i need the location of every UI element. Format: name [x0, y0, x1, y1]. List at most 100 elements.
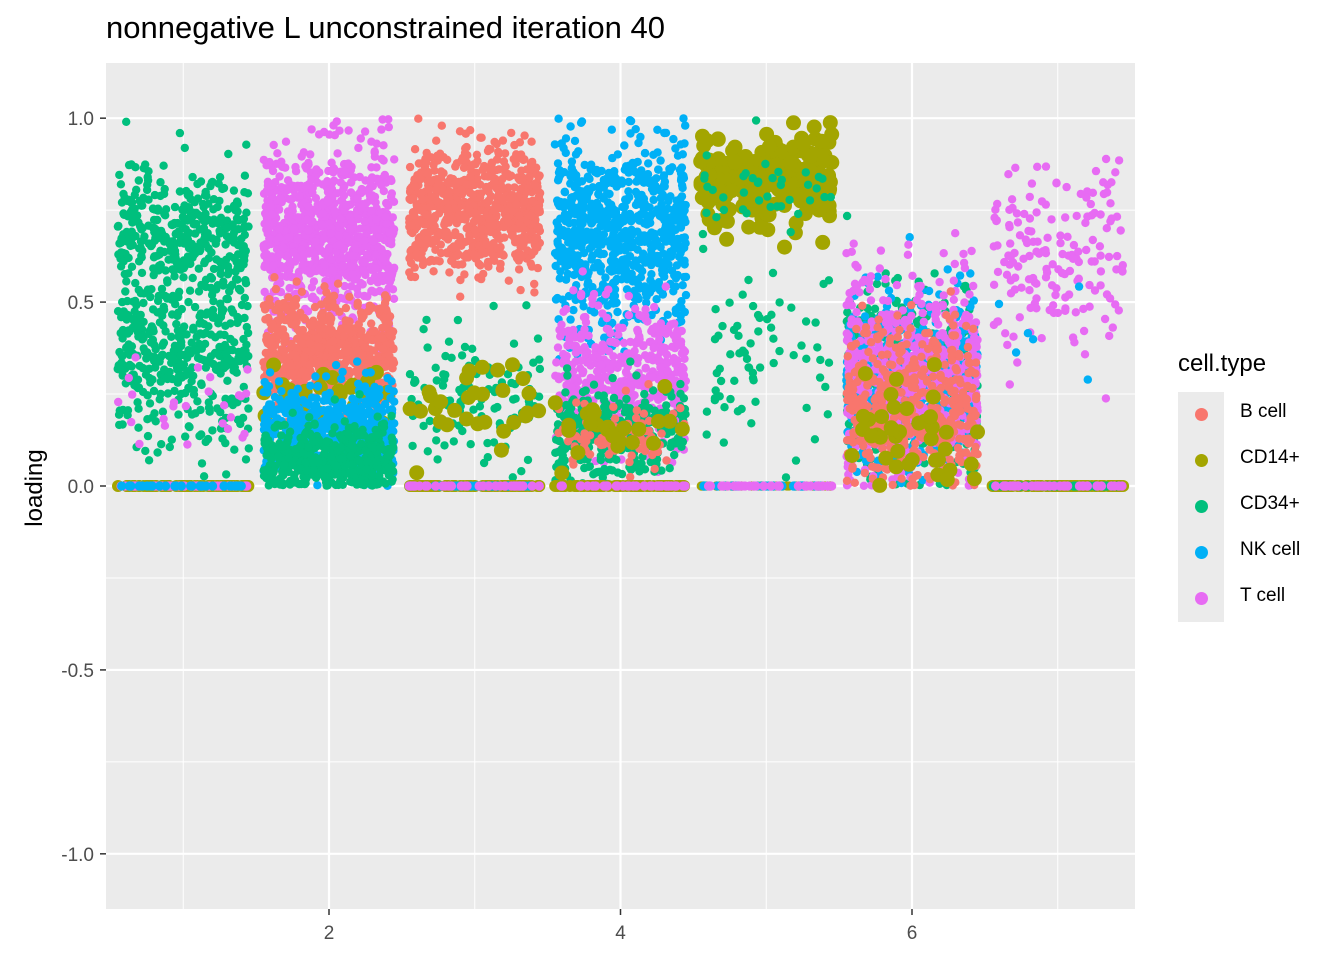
data-point — [142, 185, 152, 195]
data-point — [304, 226, 313, 235]
data-point — [223, 262, 233, 271]
data-point — [405, 162, 415, 172]
data-point — [322, 481, 331, 490]
data-point — [681, 121, 690, 130]
data-point — [169, 398, 179, 407]
data-point — [238, 413, 248, 423]
data-point — [113, 364, 122, 374]
data-point — [534, 192, 544, 201]
data-point — [333, 149, 342, 158]
data-point — [281, 303, 290, 312]
data-point — [176, 351, 185, 360]
data-point — [163, 276, 172, 285]
data-point — [577, 117, 587, 126]
data-point — [177, 220, 186, 229]
data-point — [123, 411, 132, 420]
data-point — [338, 367, 347, 377]
data-point — [407, 221, 416, 230]
data-point — [292, 277, 301, 286]
data-point — [437, 167, 446, 176]
data-point — [512, 200, 521, 209]
data-point — [118, 420, 127, 429]
data-point — [281, 137, 291, 146]
data-point — [271, 284, 281, 294]
data-point — [533, 243, 542, 252]
data-point — [206, 373, 215, 382]
data-point — [156, 377, 165, 386]
data-point — [160, 421, 170, 430]
data-point — [289, 224, 299, 234]
data-point — [199, 472, 209, 481]
data-point — [526, 259, 535, 268]
data-point — [417, 217, 426, 226]
data-point — [514, 265, 524, 274]
data-point — [141, 446, 150, 456]
data-point — [232, 214, 242, 223]
data-point — [423, 169, 433, 179]
data-point — [530, 279, 539, 289]
data-point — [322, 472, 331, 482]
data-point — [454, 260, 463, 269]
data-point — [334, 231, 344, 240]
data-point — [350, 335, 359, 345]
data-point — [321, 372, 331, 381]
data-point — [526, 211, 536, 220]
data-point — [309, 249, 318, 258]
data-point — [197, 430, 206, 439]
data-point — [307, 283, 317, 292]
data-point — [313, 333, 323, 343]
data-point — [151, 417, 160, 426]
data-point — [419, 325, 428, 334]
data-point — [223, 270, 233, 279]
data-point — [518, 236, 528, 245]
data-point — [298, 396, 307, 405]
data-point — [384, 115, 393, 124]
data-point — [647, 270, 656, 279]
data-point — [141, 160, 150, 169]
data-point — [507, 231, 517, 240]
data-point — [170, 218, 179, 228]
data-point — [305, 413, 314, 422]
data-point — [452, 159, 462, 168]
data-point — [133, 398, 142, 407]
data-point — [143, 415, 152, 424]
data-point — [293, 213, 302, 222]
data-point — [441, 351, 450, 361]
data-point — [302, 474, 311, 483]
data-point — [520, 197, 529, 206]
data-point — [496, 259, 505, 269]
data-points — [112, 114, 1130, 493]
data-point — [493, 442, 509, 458]
data-point — [197, 481, 207, 491]
data-point — [197, 318, 206, 328]
data-point — [379, 156, 388, 165]
data-point — [169, 266, 179, 276]
data-point — [532, 233, 542, 242]
data-point — [346, 451, 355, 461]
data-point — [460, 342, 470, 352]
data-point — [297, 152, 306, 161]
data-point — [193, 353, 203, 363]
data-point — [373, 353, 382, 362]
data-point — [353, 194, 362, 203]
data-point — [379, 419, 389, 428]
data-point — [443, 178, 452, 187]
data-point — [347, 178, 356, 187]
data-point — [242, 340, 251, 349]
data-point — [301, 181, 311, 191]
data-point — [121, 287, 130, 296]
data-point — [367, 206, 376, 215]
data-point — [306, 381, 315, 390]
data-point — [222, 294, 231, 304]
data-point — [132, 382, 141, 391]
data-point — [189, 325, 198, 334]
data-point — [177, 341, 186, 350]
data-point — [323, 197, 333, 207]
data-point — [481, 183, 491, 192]
data-point — [523, 455, 533, 465]
data-point — [289, 248, 298, 257]
data-point — [184, 422, 193, 431]
data-point — [223, 424, 233, 434]
data-point — [681, 272, 691, 282]
data-point — [172, 363, 182, 372]
